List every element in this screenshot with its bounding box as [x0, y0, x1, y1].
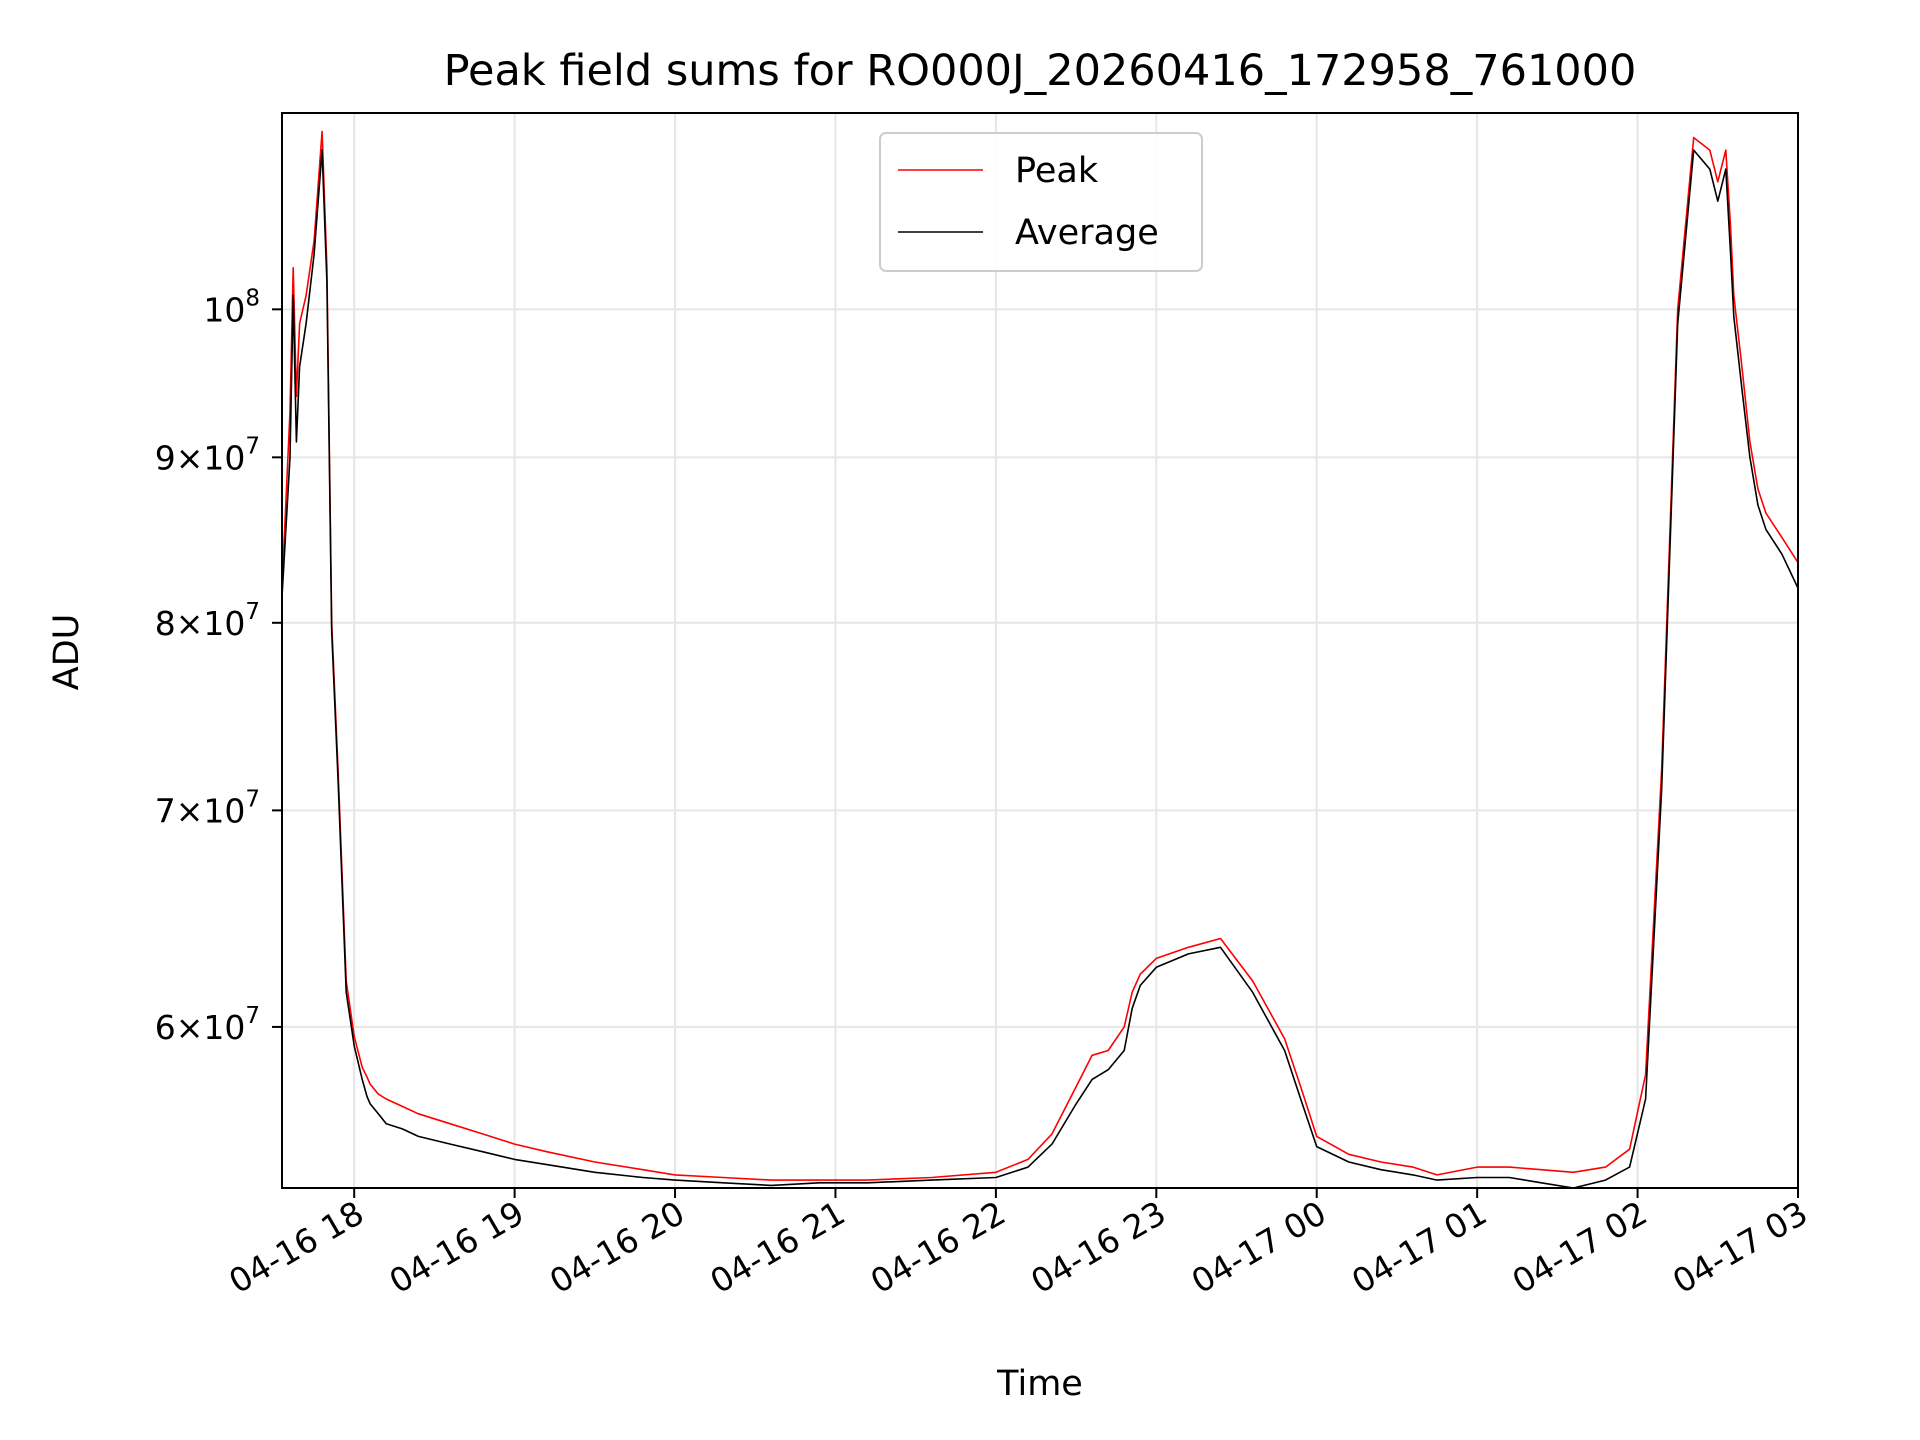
legend: Peak Average — [879, 132, 1203, 272]
y-tick-exponent: 7 — [245, 433, 260, 459]
y-tick-label: 6×107 — [155, 1003, 260, 1047]
y-tick-times: × — [176, 604, 204, 643]
y-tick-base: 10 — [203, 791, 245, 830]
y-tick-label: 108 — [203, 285, 260, 329]
y-tick-label: 9×107 — [155, 433, 260, 477]
legend-label-average: Average — [1015, 213, 1159, 253]
y-axis-label: ADU — [47, 614, 87, 691]
legend-label-peak: Peak — [1015, 151, 1099, 191]
y-tick-base: 10 — [203, 438, 245, 477]
plot-frame — [281, 112, 1799, 1189]
y-tick-exponent: 7 — [245, 1003, 260, 1029]
plot-area — [282, 130, 1798, 1188]
y-tick-mantissa: 9 — [155, 438, 176, 477]
chart-title: Peak field sums for RO000J_20260416_1729… — [444, 46, 1637, 96]
y-tick-exponent: 7 — [245, 599, 260, 625]
y-tick-mantissa: 6 — [155, 1008, 176, 1047]
legend-box — [879, 132, 1203, 272]
y-tick-times: × — [176, 438, 204, 477]
series-line-peak — [282, 130, 1798, 1181]
y-tick-label: 8×107 — [155, 599, 260, 643]
grid-lines — [282, 113, 1798, 1188]
y-tick-base: 10 — [203, 1008, 245, 1047]
y-tick-base: 10 — [203, 604, 245, 643]
y-tick-times: × — [176, 791, 204, 830]
y-tick-mantissa: 8 — [155, 604, 176, 643]
series-line-average — [282, 149, 1798, 1188]
y-tick-label: 7×107 — [155, 786, 260, 830]
y-tick-mantissa: 7 — [155, 791, 176, 830]
x-axis-label: Time — [996, 1364, 1083, 1404]
y-tick-exponent: 8 — [245, 285, 260, 311]
y-tick-times: × — [176, 1008, 204, 1047]
y-tick-exponent: 7 — [245, 786, 260, 812]
y-tick-base: 10 — [203, 290, 245, 329]
